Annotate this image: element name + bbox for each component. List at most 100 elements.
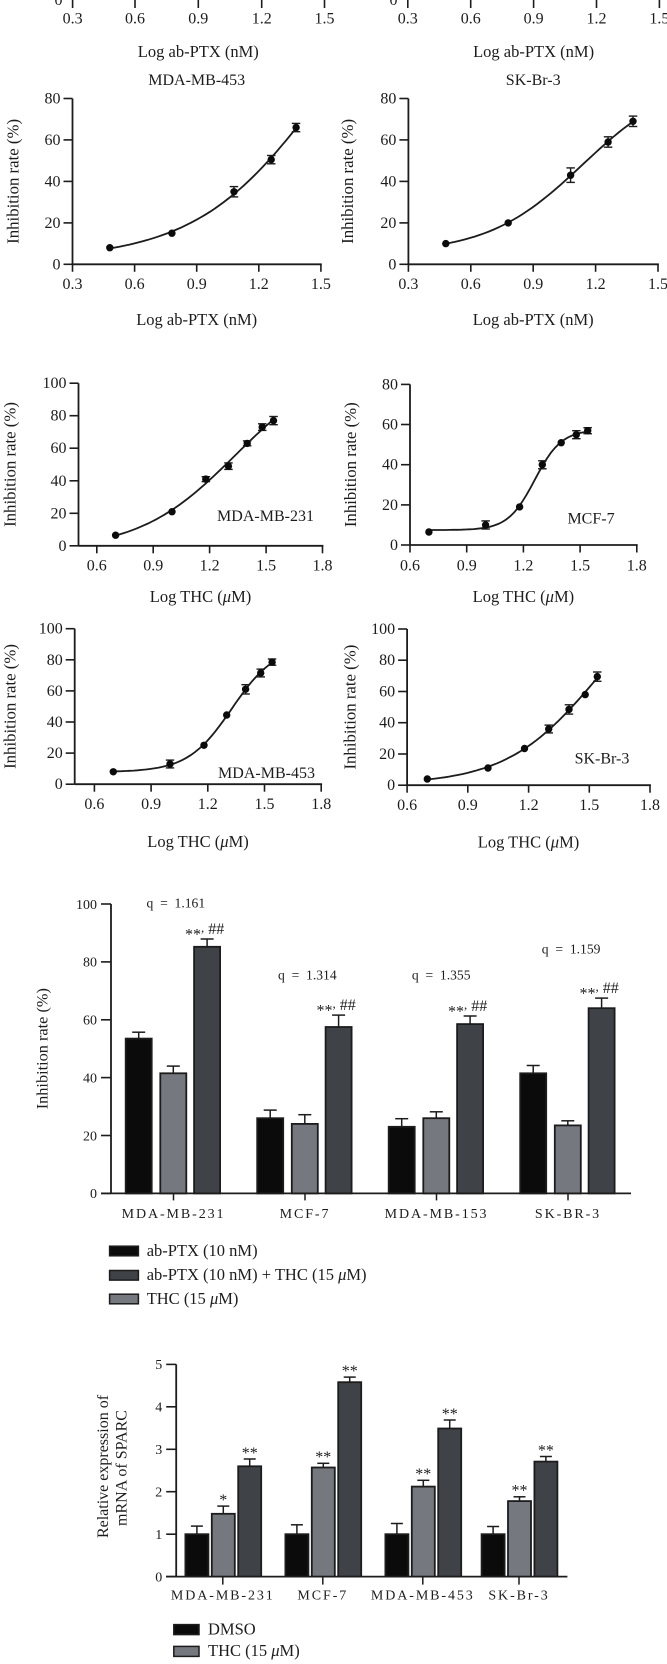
svg-text:80: 80 [47,652,63,669]
svg-text:1.2: 1.2 [249,276,269,293]
svg-text:20: 20 [51,505,67,522]
svg-text:0.6: 0.6 [125,11,145,28]
svg-text:**: ** [342,1363,358,1380]
svg-text:1: 1 [155,1528,162,1543]
svg-text:MDA-MB-153: MDA-MB-153 [385,1207,489,1222]
svg-text:**: ** [315,1449,331,1466]
svg-text:60: 60 [47,683,63,700]
svg-text:0: 0 [55,0,63,9]
svg-text:1.5: 1.5 [255,796,275,813]
svg-text:ab-PTX (10 nM): ab-PTX (10 nM) [147,1241,258,1260]
svg-text:Relative expression of: Relative expression of [95,1394,112,1538]
svg-text:0: 0 [388,256,396,273]
svg-text:Inhibition rate (%): Inhibition rate (%) [338,119,357,244]
svg-text:0: 0 [53,256,61,273]
svg-text:0.3: 0.3 [398,11,418,28]
svg-text:0.6: 0.6 [400,558,420,575]
svg-text:0.6: 0.6 [397,797,417,814]
svg-text:0.6: 0.6 [461,276,481,293]
svg-text:1.8: 1.8 [313,558,333,575]
svg-text:*: * [219,1492,227,1509]
svg-text:Inhibition rate (%): Inhibition rate (%) [4,119,23,244]
svg-text:q = 1.355: q = 1.355 [412,967,471,982]
svg-text:80: 80 [51,408,67,425]
svg-text:80: 80 [83,956,97,971]
svg-text:0.6: 0.6 [461,11,481,28]
svg-text:**: ** [512,1483,528,1500]
svg-text:ab-PTX (10 nM) + THC (15 μM): ab-PTX (10 nM) + THC (15 μM) [147,1265,367,1284]
svg-text:q = 1.314: q = 1.314 [278,967,337,982]
svg-text:5: 5 [155,1358,162,1373]
svg-text:0.6: 0.6 [87,558,107,575]
svg-text:MDA-MB-231: MDA-MB-231 [122,1207,226,1222]
svg-text:20: 20 [382,497,398,514]
svg-text:MDA-MB-453: MDA-MB-453 [371,1589,475,1604]
svg-text:60: 60 [382,417,398,434]
svg-text:1.5: 1.5 [570,558,590,575]
svg-text:0.9: 0.9 [188,11,208,28]
svg-text:0: 0 [55,776,63,793]
svg-text:SK-Br-3: SK-Br-3 [488,1589,549,1604]
svg-text:Inhibition rate (%): Inhibition rate (%) [33,988,52,1109]
svg-text:1.5: 1.5 [649,11,667,28]
svg-text:1.5: 1.5 [315,11,335,28]
svg-text:60: 60 [380,132,396,149]
svg-text:Inhibition rate (%): Inhibition rate (%) [341,645,360,770]
svg-text:3: 3 [155,1443,162,1458]
svg-text:0.9: 0.9 [523,276,543,293]
svg-text:Log THC (μM): Log THC (μM) [478,833,580,852]
svg-text:1.2: 1.2 [586,276,606,293]
svg-text:THC (15 μM): THC (15 μM) [208,1641,300,1660]
svg-text:**: ** [415,1466,431,1483]
svg-text:40: 40 [380,173,396,190]
svg-text:0.9: 0.9 [458,797,478,814]
svg-text:1.8: 1.8 [311,796,331,813]
svg-text:1.2: 1.2 [513,558,533,575]
svg-text:Inhibition rate (%): Inhibition rate (%) [0,644,19,769]
svg-text:**, ##: **, ## [316,996,355,1020]
svg-text:MCF-7: MCF-7 [297,1589,348,1604]
svg-text:Inhibition rate (%): Inhibition rate (%) [341,402,360,527]
svg-text:**, ##: **, ## [448,997,487,1021]
svg-text:THC (15 μM): THC (15 μM) [147,1289,239,1308]
svg-text:Log THC (μM): Log THC (μM) [147,832,249,851]
svg-text:**, ##: **, ## [579,979,618,1003]
svg-text:60: 60 [379,684,395,701]
svg-text:Log ab-PTX (nM): Log ab-PTX (nM) [138,42,259,61]
svg-text:40: 40 [382,457,398,474]
svg-text:0: 0 [155,1570,162,1585]
svg-text:Log ab-PTX (nM): Log ab-PTX (nM) [473,42,594,61]
svg-text:1.5: 1.5 [256,558,276,575]
svg-text:60: 60 [83,1014,97,1029]
svg-text:1.5: 1.5 [648,276,667,293]
svg-text:100: 100 [43,375,67,392]
svg-text:q = 1.159: q = 1.159 [542,941,601,956]
svg-text:**: ** [242,1445,258,1462]
svg-text:1.8: 1.8 [640,797,660,814]
svg-text:1.5: 1.5 [579,797,599,814]
svg-text:1.2: 1.2 [200,558,220,575]
svg-text:MDA-MB-453: MDA-MB-453 [218,765,315,782]
svg-text:1.2: 1.2 [252,11,272,28]
svg-text:Log THC (μM): Log THC (μM) [150,587,252,606]
svg-text:1.5: 1.5 [311,276,331,293]
svg-text:Log ab-PTX (nM): Log ab-PTX (nM) [136,310,257,329]
svg-text:60: 60 [51,440,67,457]
svg-text:0.9: 0.9 [524,11,544,28]
svg-text:1.2: 1.2 [587,11,607,28]
svg-text:80: 80 [382,376,398,393]
svg-text:80: 80 [45,91,61,108]
svg-text:MDA-MB-231: MDA-MB-231 [217,508,314,525]
svg-text:80: 80 [379,652,395,669]
svg-text:60: 60 [45,132,61,149]
svg-text:Log ab-PTX (nM): Log ab-PTX (nM) [473,310,594,329]
svg-text:MDA-MB-453: MDA-MB-453 [148,72,245,89]
svg-text:Log THC (μM): Log THC (μM) [473,587,575,606]
svg-text:0.9: 0.9 [141,796,161,813]
svg-text:40: 40 [45,173,61,190]
svg-text:0.6: 0.6 [125,276,145,293]
svg-text:0: 0 [390,537,398,554]
svg-text:1.2: 1.2 [519,797,539,814]
svg-text:100: 100 [371,621,395,638]
svg-text:20: 20 [45,215,61,232]
